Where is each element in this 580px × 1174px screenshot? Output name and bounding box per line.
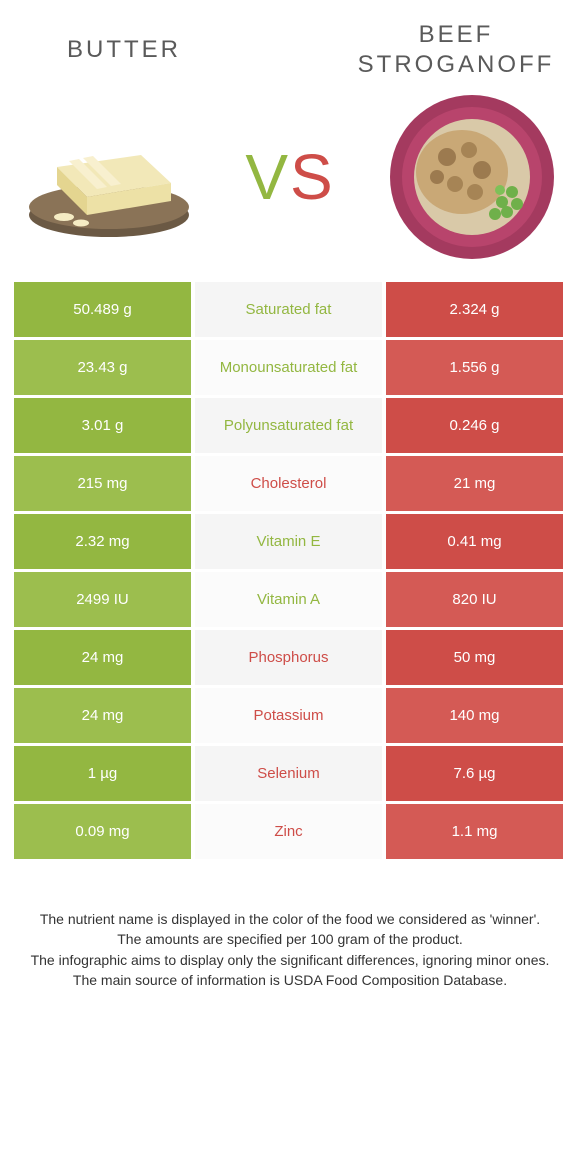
cell-right-value: 7.6 µg: [386, 746, 563, 801]
table-row: 23.43 gMonounsaturated fat1.556 g: [14, 340, 566, 395]
table-row: 3.01 gPolyunsaturated fat0.246 g: [14, 398, 566, 453]
butter-image: [16, 92, 201, 262]
cell-right-value: 1.1 mg: [386, 804, 563, 859]
cell-right-value: 50 mg: [386, 630, 563, 685]
vs-v: V: [245, 141, 290, 213]
cell-left-value: 24 mg: [14, 630, 191, 685]
cell-left-value: 215 mg: [14, 456, 191, 511]
table-row: 50.489 gSaturated fat2.324 g: [14, 282, 566, 337]
cell-right-value: 140 mg: [386, 688, 563, 743]
footer-notes: The nutrient name is displayed in the co…: [14, 909, 566, 990]
cell-right-value: 0.41 mg: [386, 514, 563, 569]
cell-left-value: 0.09 mg: [14, 804, 191, 859]
cell-nutrient-name: Potassium: [195, 688, 382, 743]
footer-line: The nutrient name is displayed in the co…: [22, 909, 558, 929]
footer-line: The infographic aims to display only the…: [22, 950, 558, 970]
cell-right-value: 21 mg: [386, 456, 563, 511]
table-row: 2.32 mgVitamin E0.41 mg: [14, 514, 566, 569]
comparison-table: 50.489 gSaturated fat2.324 g23.43 gMonou…: [14, 282, 566, 859]
stroganoff-image: [379, 92, 564, 262]
cell-nutrient-name: Vitamin A: [195, 572, 382, 627]
table-row: 1 µgSelenium7.6 µg: [14, 746, 566, 801]
footer-line: The main source of information is USDA F…: [22, 970, 558, 990]
cell-right-value: 2.324 g: [386, 282, 563, 337]
table-row: 24 mgPhosphorus50 mg: [14, 630, 566, 685]
table-row: 2499 IUVitamin A820 IU: [14, 572, 566, 627]
cell-nutrient-name: Zinc: [195, 804, 382, 859]
cell-nutrient-name: Saturated fat: [195, 282, 382, 337]
cell-nutrient-name: Selenium: [195, 746, 382, 801]
cell-nutrient-name: Monounsaturated fat: [195, 340, 382, 395]
cell-left-value: 24 mg: [14, 688, 191, 743]
cell-right-value: 1.556 g: [386, 340, 563, 395]
vs-label: VS: [245, 140, 334, 214]
vs-s: S: [290, 141, 335, 213]
cell-nutrient-name: Vitamin E: [195, 514, 382, 569]
cell-nutrient-name: Cholesterol: [195, 456, 382, 511]
table-row: 24 mgPotassium140 mg: [14, 688, 566, 743]
header: Butter Beef Stroganoff: [14, 20, 566, 80]
cell-left-value: 2499 IU: [14, 572, 191, 627]
cell-left-value: 3.01 g: [14, 398, 191, 453]
cell-nutrient-name: Phosphorus: [195, 630, 382, 685]
table-row: 0.09 mgZinc1.1 mg: [14, 804, 566, 859]
cell-left-value: 1 µg: [14, 746, 191, 801]
footer-line: The amounts are specified per 100 gram o…: [22, 929, 558, 949]
food-right-title: Beef Stroganoff: [346, 20, 566, 80]
cell-left-value: 23.43 g: [14, 340, 191, 395]
food-left-title: Butter: [14, 35, 234, 65]
cell-nutrient-name: Polyunsaturated fat: [195, 398, 382, 453]
cell-right-value: 0.246 g: [386, 398, 563, 453]
cell-left-value: 50.489 g: [14, 282, 191, 337]
table-row: 215 mgCholesterol21 mg: [14, 456, 566, 511]
images-row: VS: [14, 92, 566, 262]
cell-left-value: 2.32 mg: [14, 514, 191, 569]
cell-right-value: 820 IU: [386, 572, 563, 627]
